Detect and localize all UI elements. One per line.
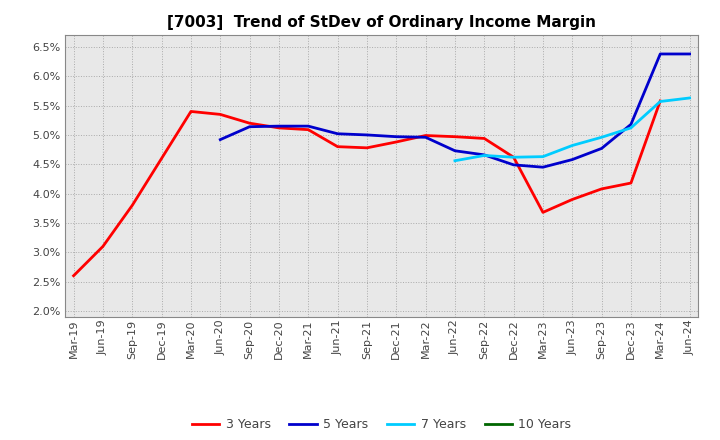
7 Years (480, 153, 489, 158)
5 Years (392, 134, 400, 139)
5 Years (304, 124, 312, 129)
3 Years (568, 197, 577, 202)
5 Years (246, 124, 254, 129)
5 Years (333, 131, 342, 136)
3 Years (99, 244, 107, 249)
5 Years (274, 124, 283, 129)
3 Years (656, 98, 665, 103)
Line: 7 Years: 7 Years (455, 98, 690, 161)
5 Years (216, 137, 225, 142)
3 Years (128, 203, 137, 208)
3 Years (157, 156, 166, 161)
3 Years (539, 210, 547, 215)
7 Years (451, 158, 459, 163)
3 Years (480, 136, 489, 141)
3 Years (451, 134, 459, 139)
3 Years (304, 127, 312, 132)
5 Years (598, 146, 606, 151)
3 Years (69, 273, 78, 279)
3 Years (246, 121, 254, 126)
3 Years (421, 133, 430, 138)
Title: [7003]  Trend of StDev of Ordinary Income Margin: [7003] Trend of StDev of Ordinary Income… (167, 15, 596, 30)
5 Years (451, 148, 459, 154)
5 Years (685, 51, 694, 57)
5 Years (626, 122, 635, 127)
3 Years (333, 144, 342, 149)
7 Years (598, 135, 606, 140)
5 Years (363, 132, 372, 138)
5 Years (509, 162, 518, 168)
7 Years (509, 154, 518, 160)
5 Years (539, 165, 547, 170)
7 Years (685, 95, 694, 101)
3 Years (186, 109, 195, 114)
3 Years (392, 139, 400, 145)
Line: 3 Years: 3 Years (73, 101, 660, 276)
5 Years (480, 152, 489, 158)
7 Years (568, 143, 577, 148)
3 Years (363, 145, 372, 150)
3 Years (598, 186, 606, 191)
7 Years (656, 99, 665, 104)
7 Years (626, 125, 635, 131)
5 Years (421, 135, 430, 140)
3 Years (216, 112, 225, 117)
5 Years (656, 51, 665, 57)
3 Years (274, 125, 283, 131)
Legend: 3 Years, 5 Years, 7 Years, 10 Years: 3 Years, 5 Years, 7 Years, 10 Years (187, 413, 576, 436)
7 Years (539, 154, 547, 159)
Line: 5 Years: 5 Years (220, 54, 690, 167)
5 Years (568, 157, 577, 162)
3 Years (626, 180, 635, 186)
3 Years (509, 154, 518, 160)
